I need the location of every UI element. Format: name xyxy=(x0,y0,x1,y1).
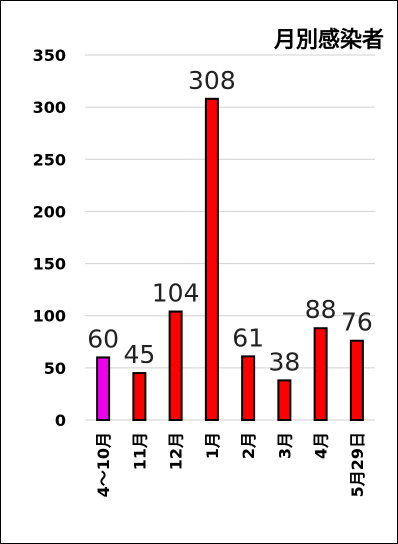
bar-8 xyxy=(349,339,364,421)
x-axis-ticks: 4～10月 11月 12月 1月 2月 3月 4月 5月29日 xyxy=(94,432,367,497)
x-tick-label: 11月 xyxy=(130,432,149,470)
x-tick-label: 4月 xyxy=(312,432,331,459)
y-axis-ticks: 0 50 100 150 200 250 300 350 xyxy=(33,46,66,430)
bar-2 xyxy=(132,372,147,422)
bar-3 xyxy=(168,310,183,421)
bar-1 xyxy=(96,356,111,421)
y-tick-label: 150 xyxy=(33,255,66,274)
y-tick-label: 250 xyxy=(33,150,66,169)
x-tick-label: 3月 xyxy=(275,432,294,459)
y-tick-label: 0 xyxy=(55,411,66,430)
data-label: 76 xyxy=(341,308,373,337)
y-tick-label: 100 xyxy=(33,307,66,326)
bars xyxy=(96,97,364,422)
bar-7 xyxy=(313,327,328,422)
data-label: 38 xyxy=(268,347,300,376)
y-tick-label: 50 xyxy=(44,359,66,378)
data-label: 61 xyxy=(232,323,264,352)
x-tick-label: 2月 xyxy=(239,432,258,459)
x-tick-label: 1月 xyxy=(203,432,222,459)
gridlines xyxy=(85,54,375,421)
x-tick-label: 4～10月 xyxy=(94,432,113,497)
x-tick-label: 12月 xyxy=(167,432,186,470)
data-label: 88 xyxy=(305,295,337,324)
bar-5 xyxy=(241,355,256,421)
data-label: 45 xyxy=(123,340,155,369)
y-tick-label: 200 xyxy=(33,202,66,221)
data-label: 308 xyxy=(188,66,236,95)
y-tick-label: 350 xyxy=(33,46,66,65)
bar-4 xyxy=(204,97,219,422)
y-tick-label: 300 xyxy=(33,98,66,117)
data-label: 60 xyxy=(87,324,119,353)
bar-6 xyxy=(277,379,292,421)
data-label: 104 xyxy=(152,279,200,308)
chart-title: 月別感染者 xyxy=(273,28,384,53)
x-tick-label: 5月29日 xyxy=(348,432,367,497)
